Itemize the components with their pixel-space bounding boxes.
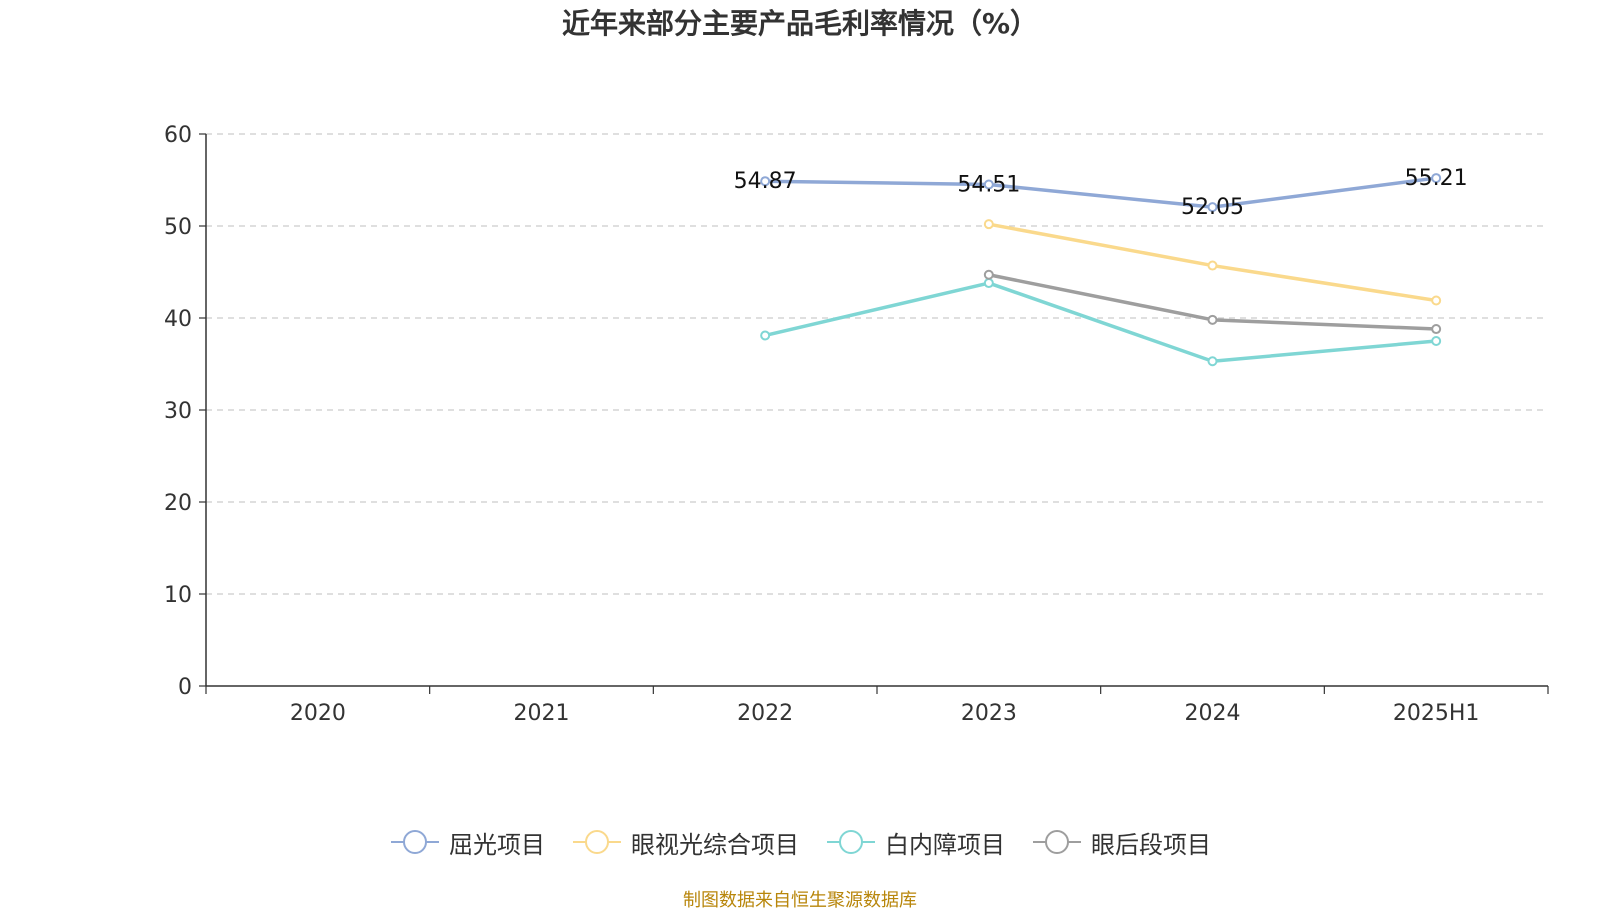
grid-lines	[206, 133, 1548, 595]
source-note: 制图数据来自恒生聚源数据库	[683, 890, 917, 911]
series-3	[760, 278, 1442, 367]
series-4	[983, 269, 1442, 335]
x-tick-label: 2025H1	[1393, 701, 1480, 726]
y-tick-label: 10	[164, 583, 192, 608]
y-tick-label: 40	[164, 307, 192, 332]
legend-marker-icon	[391, 830, 439, 854]
y-tick-label: 20	[164, 491, 192, 516]
data-point	[1431, 295, 1442, 306]
data-point	[983, 278, 994, 289]
legend-label: 眼视光综合项目	[631, 830, 799, 859]
legend-label: 眼后段项目	[1091, 830, 1211, 859]
legend-marker-icon	[1033, 830, 1081, 854]
chart-title: 近年来部分主要产品毛利率情况（%）	[561, 7, 1039, 40]
y-tick-label: 30	[164, 399, 192, 424]
legend: 屈光项目 眼视光综合项目 白内障项目 眼后段项目	[0, 822, 1600, 862]
y-tick-label: 60	[164, 123, 192, 148]
legend-marker-icon	[573, 830, 621, 854]
data-point	[1207, 260, 1218, 271]
data-labels: 54.87 54.51 52.05 55.21	[734, 166, 1468, 220]
legend-label: 白内障项目	[885, 830, 1005, 859]
x-tick-label: 2021	[514, 701, 570, 726]
data-point	[1431, 324, 1442, 335]
data-point	[760, 330, 771, 341]
data-point	[1207, 314, 1218, 325]
x-tick-label: 2022	[737, 701, 793, 726]
data-point	[983, 219, 994, 230]
series-lines	[760, 173, 1442, 367]
series-line	[764, 281, 1437, 363]
data-label: 54.87	[734, 169, 797, 194]
series-1	[760, 173, 1442, 213]
data-point	[1431, 336, 1442, 346]
legend-item[interactable]: 屈光项目	[389, 825, 545, 860]
y-tick-label: 50	[164, 215, 192, 240]
data-point	[760, 176, 771, 187]
legend-item[interactable]: 眼视光综合项目	[571, 825, 799, 860]
legend-item[interactable]: 眼后段项目	[1031, 825, 1211, 860]
data-point	[983, 179, 994, 190]
data-label: 52.05	[1181, 195, 1244, 220]
y-tick-label: 0	[178, 675, 192, 700]
data-point	[1207, 202, 1218, 213]
data-point	[1431, 173, 1442, 184]
x-tick-label: 2020	[290, 701, 346, 726]
x-tick-label: 2023	[961, 701, 1017, 726]
x-tick-label: 2024	[1185, 701, 1241, 726]
legend-item[interactable]: 白内障项目	[825, 825, 1005, 860]
data-point	[983, 269, 994, 280]
series-2	[983, 219, 1442, 306]
data-label: 55.21	[1405, 166, 1468, 191]
legend-marker-icon	[827, 830, 875, 854]
axes: 0 10 20 30 40 50 60 2020 2021 2022 2023 2024 2025H1	[164, 123, 1549, 726]
data-label: 54.51	[957, 173, 1020, 198]
series-line	[765, 176, 1437, 209]
data-point	[1207, 356, 1218, 367]
legend-label: 屈光项目	[449, 830, 545, 859]
